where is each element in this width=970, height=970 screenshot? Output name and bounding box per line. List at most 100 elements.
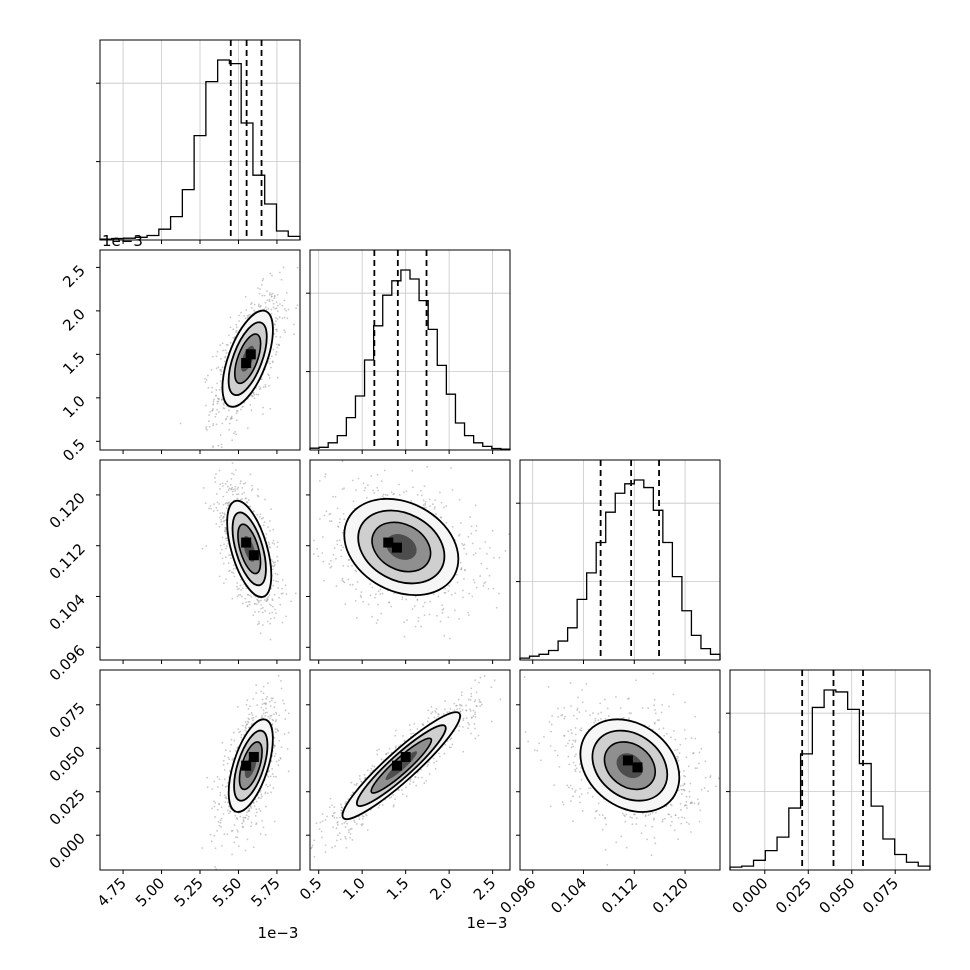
scatter-point — [220, 358, 222, 360]
scatter-point — [449, 707, 452, 710]
scatter-point — [245, 309, 248, 311]
scatter-point — [220, 446, 223, 449]
scatter-point — [249, 403, 252, 406]
scatter-point — [355, 784, 358, 787]
scatter-point — [221, 548, 223, 551]
scatter-point — [423, 485, 426, 488]
scatter-point — [369, 594, 372, 597]
scatter-point — [271, 767, 273, 770]
scatter-point — [428, 773, 431, 775]
scatter-point — [246, 838, 249, 841]
scatter-point — [269, 546, 272, 549]
scatter-point — [266, 711, 268, 714]
scatter-point — [392, 804, 395, 807]
scatter-point — [232, 488, 235, 491]
scatter-point — [234, 490, 236, 492]
scatter-point — [256, 513, 259, 516]
scatter-point — [433, 506, 436, 509]
scatter-point — [206, 786, 209, 789]
scatter-point — [600, 717, 602, 720]
scatter-point — [244, 295, 247, 298]
scatter-point — [478, 681, 480, 684]
scatter-point — [594, 717, 597, 720]
scatter-point — [278, 714, 281, 717]
scatter-point — [236, 830, 239, 833]
scatter-point — [423, 506, 426, 509]
scatter-point — [424, 502, 427, 505]
scatter-point — [269, 529, 271, 532]
scatter-point — [262, 712, 265, 715]
scatter-point — [349, 828, 352, 831]
scatter-point — [579, 771, 581, 773]
scatter-point — [260, 517, 263, 520]
scatter-point — [229, 569, 231, 572]
scatter-point — [212, 400, 215, 403]
scatter-point — [218, 575, 221, 578]
scatter-point — [456, 708, 459, 711]
scatter-point — [340, 555, 343, 558]
scatter-point — [371, 615, 373, 618]
scatter-point — [365, 813, 367, 816]
scatter-point — [269, 784, 272, 787]
scatter-point — [284, 584, 287, 587]
scatter-point — [273, 297, 276, 300]
scatter-point — [338, 539, 341, 542]
scatter-point — [210, 507, 212, 510]
scatter-point — [346, 822, 349, 825]
scatter-point — [273, 295, 276, 298]
scatter-point — [218, 824, 221, 827]
scatter-point — [271, 605, 274, 608]
scatter-point — [635, 817, 638, 820]
scatter-point — [469, 516, 471, 518]
scatter-point — [247, 818, 249, 821]
scatter-point — [444, 743, 447, 746]
scatter-point — [382, 493, 385, 496]
scatter-point — [229, 418, 232, 421]
scatter-point — [212, 408, 214, 410]
scatter-point — [222, 759, 225, 762]
scatter-point — [228, 422, 231, 425]
scatter-point — [366, 829, 369, 831]
scatter-point — [216, 501, 219, 504]
scatter-point — [275, 343, 278, 346]
scatter-point — [479, 547, 481, 550]
scatter-point — [248, 505, 251, 508]
scatter-point — [250, 821, 253, 824]
scatter-point — [227, 409, 230, 412]
scatter-point — [214, 481, 217, 483]
scatter-point — [425, 779, 428, 782]
scatter-point — [216, 509, 219, 512]
scatter-point — [270, 293, 273, 296]
scatter-point — [402, 491, 405, 494]
scatter-point — [263, 294, 266, 297]
scatter-point — [480, 703, 483, 706]
scatter-point — [491, 529, 494, 532]
scatter-point — [440, 516, 443, 519]
scatter-point — [274, 701, 277, 704]
scatter-point — [280, 278, 283, 281]
scatter-point — [259, 833, 262, 835]
scatter-point — [393, 592, 396, 595]
scatter-point — [236, 829, 239, 831]
scatter-point — [232, 572, 235, 574]
scatter-point — [246, 427, 249, 430]
scatter-point — [475, 586, 478, 589]
scatter-point — [271, 542, 274, 544]
scatter-point — [388, 796, 391, 799]
scatter-point — [357, 477, 360, 480]
scatter-point — [381, 592, 384, 595]
scatter-point — [387, 752, 390, 754]
scatter-point — [236, 595, 239, 598]
scatter-point — [240, 589, 242, 591]
scatter-point — [359, 778, 361, 780]
scatter-point — [264, 805, 267, 808]
scatter-point — [318, 480, 321, 482]
scatter-point — [448, 746, 451, 749]
scatter-point — [214, 476, 216, 479]
scatter-point — [351, 839, 354, 841]
scatter-point — [319, 821, 322, 824]
scatter-point — [231, 439, 234, 442]
scatter-point — [459, 561, 462, 564]
scatter-point — [267, 596, 270, 598]
scatter-point — [352, 791, 354, 794]
